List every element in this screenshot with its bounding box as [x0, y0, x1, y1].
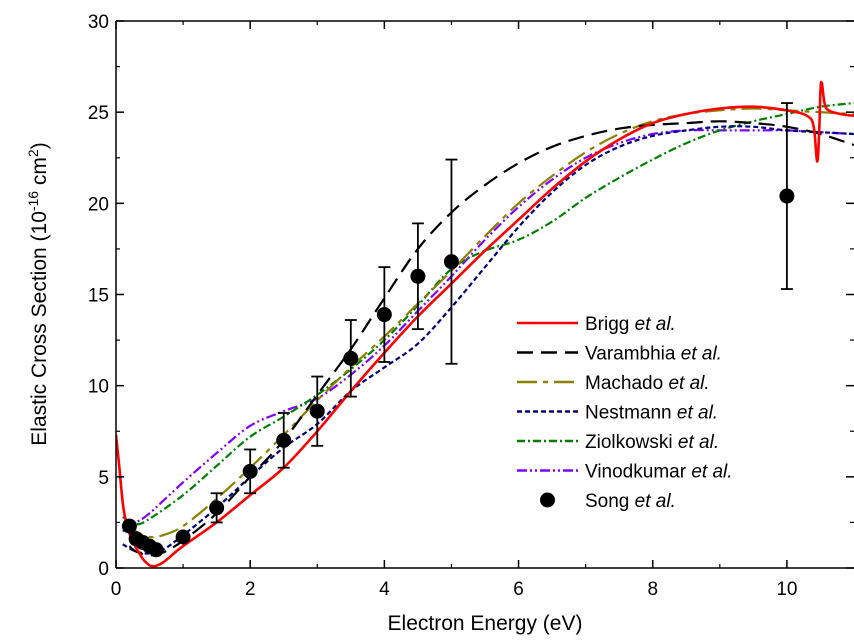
- legend-label: Song et al.: [585, 491, 676, 512]
- measurement-point-0: [121, 518, 137, 534]
- measurement-marker: [309, 403, 325, 419]
- series-line-nestmann: [122, 125, 854, 555]
- measurement-marker: [148, 542, 164, 558]
- measurement-marker: [242, 463, 258, 479]
- series-line-ziolkowski: [122, 102, 854, 526]
- measurement-point-10: [343, 319, 359, 398]
- measurement-point-4: [148, 542, 164, 558]
- measurement-point-12: [410, 222, 426, 331]
- y-tick-label: 25: [88, 103, 109, 124]
- legend-label: Brigg et al.: [585, 314, 676, 335]
- x-tick-label: 0: [111, 579, 122, 600]
- legend-item-vinodkumar: Vinodkumar et al.: [517, 462, 733, 483]
- measurement-marker: [175, 529, 191, 545]
- legend-item-nestmann: Nestmann et al.: [517, 403, 718, 424]
- y-tick-label: 5: [98, 468, 109, 489]
- x-tick-label: 6: [513, 579, 524, 600]
- y-tick-label: 30: [88, 12, 109, 33]
- measurement-point-14: [779, 102, 795, 290]
- measurement-marker: [779, 188, 795, 204]
- series-curves: [116, 80, 854, 568]
- measurement-point-8: [276, 412, 292, 469]
- legend-item-machado: Machado et al.: [517, 373, 710, 394]
- measurement-marker: [209, 500, 225, 516]
- measurement-point-9: [309, 375, 325, 447]
- x-tick-label: 2: [245, 579, 256, 600]
- y-tick-label: 10: [88, 377, 109, 398]
- measurement-point-11: [376, 266, 392, 363]
- legend: Brigg et al. Varambhia et al. Machado et a…: [517, 314, 733, 512]
- y-tick-label: 0: [98, 559, 109, 580]
- series-line-machado: [125, 107, 854, 539]
- series-line-brigg: [116, 80, 854, 568]
- measurement-marker: [410, 268, 426, 284]
- measurement-point-6: [209, 492, 225, 524]
- legend-item-varambhia: Varambhia et al.: [517, 344, 722, 365]
- measurement-point-5: [175, 529, 191, 545]
- y-tick-label: 15: [88, 286, 109, 307]
- legend-item-ziolkowski: Ziolkowski et al.: [517, 432, 719, 453]
- legend-label: Ziolkowski et al.: [585, 432, 719, 453]
- measurement-marker: [121, 518, 137, 534]
- measurement-marker: [376, 307, 392, 323]
- measurement-marker: [343, 350, 359, 366]
- series-line-vinodkumar: [122, 129, 854, 533]
- legend-label: Nestmann et al.: [585, 403, 718, 424]
- measurement-points: [121, 102, 795, 558]
- legend-marker: [540, 492, 555, 508]
- axes: 0 2 4 6 8 10 0 5 10 15 20 25 30: [88, 12, 854, 600]
- legend-item-song: Song et al.: [540, 491, 676, 512]
- y-axis-label: Elastic Cross Section (10-16 cm2): [25, 142, 51, 445]
- measurement-point-7: [242, 448, 258, 495]
- measurement-marker: [443, 254, 459, 270]
- series-line-varambhia: [128, 120, 854, 557]
- measurement-point-13: [443, 158, 459, 365]
- x-tick-label: 10: [776, 579, 797, 600]
- legend-item-brigg: Brigg et al.: [517, 314, 676, 335]
- legend-label: Machado et al.: [585, 373, 710, 394]
- legend-label: Varambhia et al.: [585, 344, 722, 365]
- x-tick-label: 8: [647, 579, 658, 600]
- measurement-marker: [276, 432, 292, 448]
- legend-label: Vinodkumar et al.: [585, 462, 733, 483]
- x-axis-label: Electron Energy (eV): [388, 612, 583, 635]
- x-tick-label: 4: [379, 579, 390, 600]
- y-tick-label: 20: [88, 194, 109, 215]
